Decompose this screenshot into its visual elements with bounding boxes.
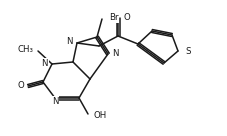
Text: OH: OH — [93, 110, 106, 120]
Text: N: N — [42, 58, 48, 67]
Text: Br: Br — [109, 13, 118, 22]
Text: N: N — [112, 49, 118, 58]
Text: N: N — [52, 97, 58, 106]
Text: O: O — [123, 13, 130, 22]
Text: S: S — [185, 47, 190, 55]
Text: O: O — [17, 81, 24, 90]
Text: CH₃: CH₃ — [17, 46, 33, 55]
Text: N: N — [67, 38, 73, 47]
